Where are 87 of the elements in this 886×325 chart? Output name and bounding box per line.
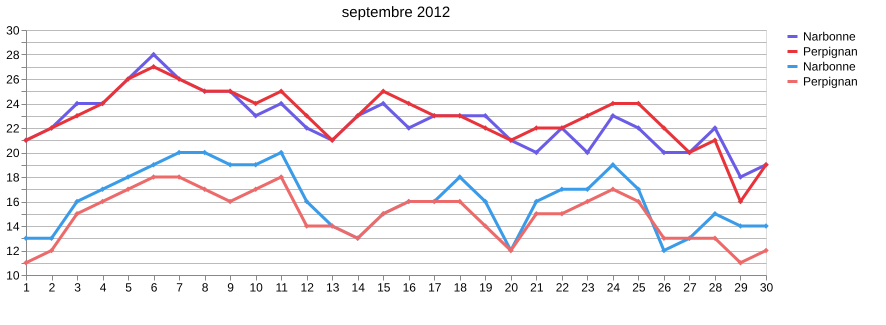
x-tick-label: 7 (176, 280, 184, 294)
point (100, 198, 106, 204)
x-tick-label: 22 (556, 280, 570, 294)
point (252, 113, 258, 118)
point (457, 174, 463, 180)
x-tick-label: 24 (606, 280, 620, 294)
point (738, 174, 744, 180)
x-tick-label: 5 (125, 280, 132, 294)
point (252, 186, 258, 192)
x-tick-label: 21 (530, 280, 544, 294)
x-tick-label: 1 (23, 280, 30, 294)
y-tick-label: 14 (6, 220, 20, 234)
point (150, 52, 156, 58)
point (534, 150, 540, 156)
x-tick-label: 4 (100, 280, 107, 294)
point (125, 186, 131, 192)
point (584, 113, 590, 118)
x-tick-label: 14 (352, 280, 366, 294)
point (636, 198, 642, 204)
point (661, 125, 667, 131)
x-tick-label: 20 (504, 280, 518, 294)
point (610, 162, 616, 168)
point (74, 211, 80, 216)
point (610, 186, 616, 192)
y-tick-label: 24 (6, 97, 20, 111)
point (100, 186, 106, 192)
point (482, 198, 488, 204)
point (482, 223, 488, 229)
x-tick-label: 17 (428, 280, 442, 294)
x-tick-label: 29 (734, 280, 748, 294)
point (661, 248, 667, 254)
point (74, 113, 80, 118)
x-tick-label: 9 (227, 280, 234, 294)
x-tick-label: 2 (48, 280, 56, 294)
legend-label: Perpignan (803, 74, 858, 88)
point (482, 125, 488, 131)
point (150, 162, 156, 168)
y-tick-label: 28 (6, 48, 20, 62)
y-tick-label: 26 (6, 72, 20, 86)
point (125, 174, 131, 180)
point (304, 113, 310, 118)
point (636, 186, 642, 192)
point (278, 88, 284, 94)
y-tick-label: 30 (6, 24, 20, 38)
x-tick-label: 27 (683, 280, 697, 294)
y-tick-label: 18 (6, 170, 20, 184)
point (150, 64, 156, 70)
legend-label: Narbonne (803, 60, 856, 74)
x-tick-label: 30 (760, 280, 774, 294)
point (304, 125, 310, 131)
x-tick-label: 26 (658, 280, 672, 294)
point (202, 186, 208, 192)
point (584, 150, 590, 156)
y-tick-label: 16 (6, 195, 20, 209)
y-tick-label: 20 (6, 146, 20, 160)
y-tick-label: 10 (6, 268, 20, 282)
x-tick-label: 12 (300, 280, 314, 294)
point (712, 211, 718, 216)
y-tick-label: 22 (6, 122, 20, 136)
point (712, 138, 718, 143)
legend-label: Narbonne (803, 30, 856, 44)
point (48, 248, 54, 254)
x-tick-label: 16 (402, 280, 416, 294)
point (738, 260, 744, 266)
x-tick-label: 15 (377, 280, 391, 294)
legend-label: Perpignan (803, 44, 858, 58)
x-tick-label: 18 (454, 280, 468, 294)
point (636, 125, 642, 131)
x-tick-label: 8 (202, 280, 209, 294)
point (610, 113, 616, 118)
chart-title: septembre 2012 (342, 4, 450, 21)
x-tick-label: 6 (150, 280, 158, 294)
x-tick-label: 3 (74, 280, 82, 294)
y-tick-label: 12 (6, 244, 20, 258)
point (380, 100, 386, 106)
point (712, 125, 718, 131)
x-tick-label: 11 (275, 280, 288, 294)
point (763, 248, 769, 254)
x-tick-label: 28 (708, 280, 722, 294)
point (380, 88, 386, 94)
x-tick-label: 25 (632, 280, 646, 294)
x-tick-label: 13 (326, 280, 340, 294)
point (304, 198, 310, 204)
x-tick-label: 10 (249, 280, 264, 294)
point (74, 198, 80, 204)
x-tick-label: 19 (479, 280, 493, 294)
x-tick-label: 23 (581, 280, 595, 294)
